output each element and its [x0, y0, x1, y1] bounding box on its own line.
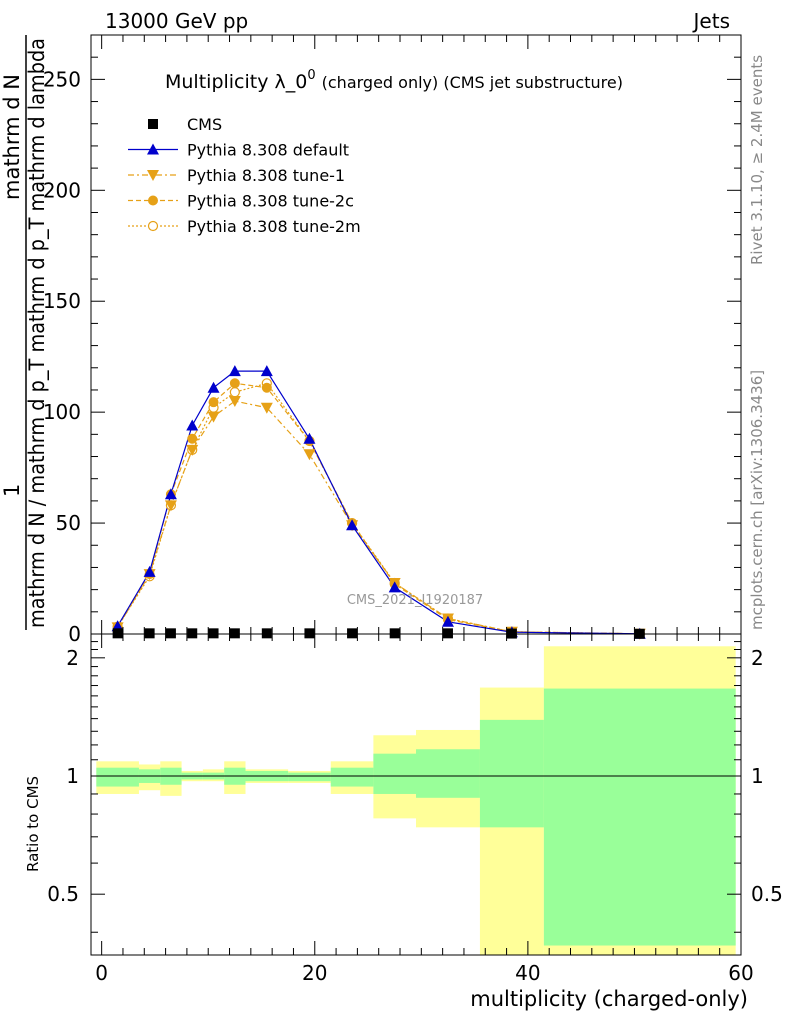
y-tick-label: 250 — [43, 67, 81, 91]
uncertainty-band-inner — [96, 767, 139, 787]
legend-entry: Pythia 8.308 default — [128, 141, 349, 160]
legend-marker — [147, 170, 159, 181]
data-point — [187, 628, 198, 639]
uncertainty-band-inner — [373, 753, 416, 794]
data-point — [229, 378, 240, 389]
data-point — [228, 396, 241, 408]
data-point — [442, 628, 453, 639]
data-point — [304, 628, 315, 639]
legend-marker — [148, 195, 158, 206]
main-plot-panel: 0 50 100 150 200 250 — [43, 34, 742, 646]
x-axis-label: multiplicity (charged-only) — [470, 987, 748, 1011]
data-point — [261, 382, 272, 393]
y-label-denominator: mathrm d N / mathrm d p_T mathrm d p_T m… — [25, 38, 50, 628]
main-y-axis-label: 1 mathrm d N mathrm d N / mathrm d p_T m… — [0, 35, 50, 630]
data-point — [346, 519, 359, 531]
data-point — [229, 387, 240, 398]
data-point — [441, 615, 454, 627]
x-tick-label: 20 — [302, 961, 327, 985]
data-point — [228, 365, 241, 377]
y-tick-label: 100 — [43, 400, 81, 424]
legend-label: Pythia 8.308 tune-2m — [187, 217, 361, 236]
legend-title: Multiplicity λ_00 (charged only) (CMS jet… — [165, 68, 623, 93]
legend: CMS Pythia 8.308 default Pythia 8.308 tune… — [128, 115, 361, 236]
data-point — [207, 411, 220, 423]
legend-marker — [148, 119, 158, 129]
ratio-axis-ticks: 0.5 0.51 12 20 20 40 60 — [47, 634, 783, 985]
legend-title-sup: 0 — [307, 68, 315, 83]
legend-entry: Pythia 8.308 tune-1 — [128, 166, 345, 185]
data-point — [229, 628, 240, 639]
legend-label: Pythia 8.308 default — [187, 141, 349, 160]
data-point — [389, 628, 400, 639]
data-point — [260, 402, 273, 414]
ratio-y-tick-label: 0.5 — [47, 882, 79, 906]
data-point — [208, 628, 219, 639]
ratio-y-tick-label: 2 — [66, 646, 79, 670]
header-category: Jets — [692, 9, 730, 33]
y-tick-label: 50 — [56, 511, 81, 535]
y-tick-label: 150 — [43, 289, 81, 313]
data-point — [347, 628, 358, 639]
ratio-y-tick-label: 1 — [66, 764, 79, 788]
data-point — [112, 628, 123, 639]
legend-label: Pythia 8.308 tune-2c — [187, 192, 354, 211]
uncertainty-band-inner — [288, 772, 331, 782]
legend-label: Pythia 8.308 tune-1 — [187, 166, 345, 185]
ratio-y-tick-label: 2 — [751, 646, 764, 670]
uncertainty-band-inner — [416, 749, 480, 798]
main-axis-ticks: 0 50 100 150 200 250 — [43, 35, 742, 646]
uncertainty-band-inner — [330, 767, 374, 787]
data-point — [186, 419, 199, 431]
x-tick-label: 40 — [515, 961, 540, 985]
legend-entry: CMS — [148, 115, 222, 134]
y-tick-label: 200 — [43, 178, 81, 202]
x-tick-label: 0 — [95, 961, 108, 985]
y-tick-label: 0 — [68, 622, 81, 646]
ratio-y-axis-label: Ratio to CMS — [24, 776, 42, 872]
svg-text:Multiplicity λ_00(charged only: Multiplicity λ_00 (charged only) (CMS jet… — [165, 68, 623, 93]
legend-title-rest: (charged only) (CMS jet substructure) — [322, 73, 623, 92]
data-point — [303, 449, 316, 461]
data-point — [207, 381, 220, 393]
data-point — [208, 397, 219, 408]
data-point — [144, 628, 155, 639]
x-tick-label: 60 — [728, 961, 753, 985]
data-point — [165, 628, 176, 639]
data-point — [388, 581, 401, 593]
rivet-label: Rivet 3.1.10, ≥ 2.4M events — [748, 55, 766, 265]
uncertainty-band-inner — [479, 719, 544, 828]
data-point — [187, 433, 198, 444]
mcplots-label: mcplots.cern.ch [arXiv:1306.3436] — [748, 370, 766, 630]
data-point — [260, 365, 273, 377]
legend-marker — [147, 143, 159, 155]
ratio-y-tick-label: 1 — [751, 764, 764, 788]
legend-label: CMS — [187, 115, 222, 134]
y-label-numerator: mathrm d N — [0, 74, 24, 200]
legend-title-main: Multiplicity λ_0 — [165, 71, 307, 93]
uncertainty-band-inner — [543, 688, 736, 946]
ratio-plot-panel: 0.5 0.51 12 20 20 40 60 — [47, 633, 783, 985]
legend-entry: Pythia 8.308 tune-2m — [128, 217, 361, 236]
data-point — [164, 488, 177, 500]
ratio-plot-frame — [90, 633, 742, 956]
analysis-watermark: CMS_2021_I1920187 — [347, 593, 483, 608]
ratio-y-tick-label: 0.5 — [751, 882, 783, 906]
data-point — [303, 432, 316, 444]
header-process: 13000 GeV pp — [105, 9, 248, 33]
legend-marker — [147, 220, 159, 232]
data-point — [186, 444, 199, 456]
data-point — [164, 500, 177, 512]
data-point — [261, 628, 272, 639]
y-label-one: 1 — [0, 484, 24, 497]
legend-entry: Pythia 8.308 tune-2c — [128, 192, 354, 211]
data-point — [143, 565, 156, 577]
